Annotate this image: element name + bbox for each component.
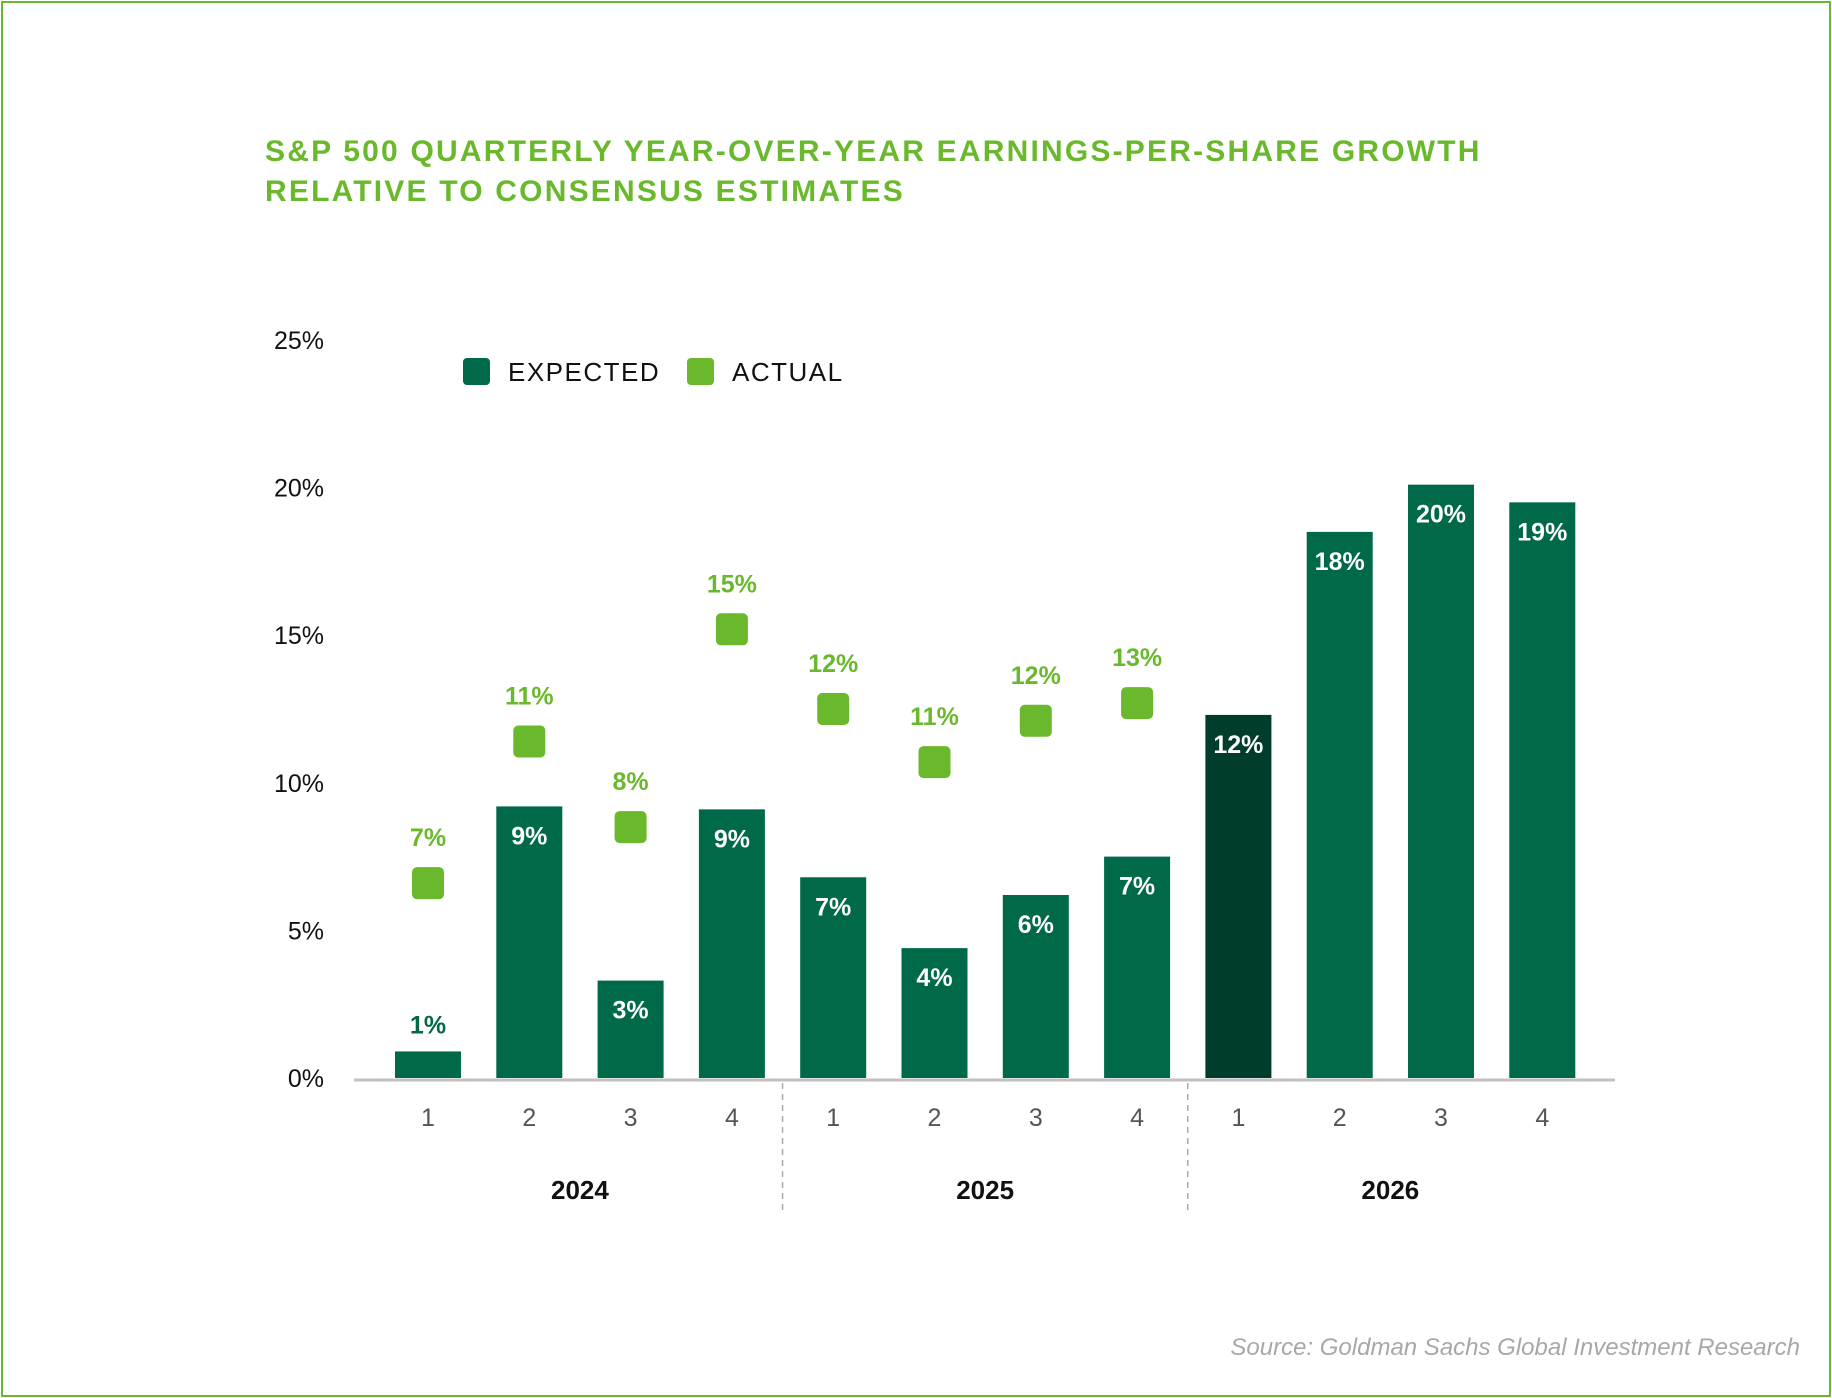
legend-swatch-expected [463,358,490,385]
x-tick-label: 2 [928,1104,942,1132]
bar-expected [496,806,563,1078]
actual-marker [513,725,546,758]
bar-value-label: 1% [410,1011,446,1039]
bar-value-label: 4% [916,964,952,992]
x-tick-label: 2 [1333,1104,1347,1132]
actual-marker [1019,704,1052,737]
bar-value-label: 20% [1416,501,1466,529]
actual-value-label: 7% [410,824,446,852]
actual-value-label: 11% [910,703,959,731]
bar-value-label: 7% [1119,873,1155,901]
bar-value-label: 7% [815,893,851,921]
actual-marker [817,693,850,725]
bar-value-label: 9% [714,825,750,853]
bar-expected [1408,484,1474,1078]
y-tick-label: 0% [288,1065,324,1093]
year-group-label: 2025 [956,1175,1014,1205]
bar-expected [698,809,765,1078]
bar-value-label: 12% [1213,731,1263,759]
x-tick-label: 1 [1231,1104,1245,1132]
x-tick-label: 2 [522,1104,536,1132]
x-tick-label: 4 [1535,1104,1549,1132]
x-tick-label: 4 [725,1104,739,1132]
chart-title-line-1: S&P 500 QUARTERLY YEAR-OVER-YEAR EARNING… [265,135,1482,168]
y-tick-label: 25% [274,327,324,355]
y-tick-label: 15% [274,622,324,650]
actual-value-label: 11% [505,682,554,710]
y-tick-label: 20% [274,475,324,503]
bar-expected [395,1051,461,1078]
source-note: Source: Goldman Sachs Global Investment … [1230,1334,1800,1361]
actual-value-label: 12% [808,650,858,678]
x-tick-label: 3 [1434,1104,1448,1132]
year-group-label: 2024 [551,1175,609,1205]
legend-swatch-actual [687,358,714,385]
bar-expected [1306,531,1373,1078]
legend-label-expected: EXPECTED [508,357,660,387]
bar-expected [1205,714,1272,1078]
bar-expected [1002,894,1069,1078]
x-tick-label: 3 [1029,1104,1043,1132]
year-group-label: 2026 [1361,1175,1419,1205]
bar-expected [1509,502,1576,1078]
chart-title: S&P 500 QUARTERLY YEAR-OVER-YEAR EARNING… [265,132,1665,212]
chart-title-line-2: RELATIVE TO CONSENSUS ESTIMATES [265,175,905,208]
actual-marker [715,613,748,646]
actual-value-label: 15% [707,570,757,598]
bar-value-label: 3% [613,997,649,1025]
bar-expected [800,877,867,1078]
actual-marker [412,867,444,900]
legend-label-actual: ACTUAL [732,357,844,387]
x-tick-label: 3 [624,1104,638,1132]
actual-value-label: 8% [613,768,649,796]
actual-marker [918,746,951,779]
x-tick-label: 1 [826,1104,840,1132]
actual-marker [614,811,647,844]
y-tick-label: 5% [288,917,324,945]
x-tick-label: 1 [421,1104,435,1132]
bar-expected [901,948,968,1078]
bar-value-label: 9% [511,822,547,850]
bar-value-label: 18% [1315,548,1365,576]
actual-marker [1121,687,1154,720]
bar-value-label: 19% [1517,518,1567,546]
bar-expected [597,980,664,1078]
bar-expected [1104,856,1171,1078]
x-tick-label: 4 [1130,1104,1144,1132]
bar-value-label: 6% [1018,911,1054,939]
actual-value-label: 12% [1011,662,1061,690]
y-tick-label: 10% [274,770,324,798]
actual-value-label: 13% [1112,644,1162,672]
